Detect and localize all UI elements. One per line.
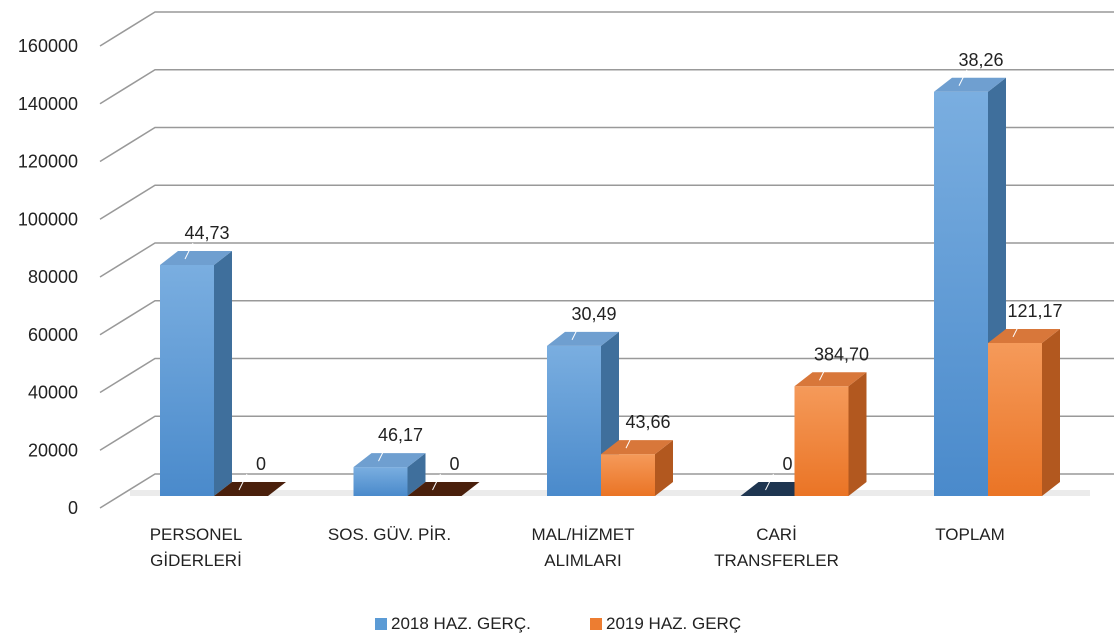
data-label: 0: [256, 454, 266, 474]
bar-face: [214, 482, 286, 496]
bar-face: [601, 440, 673, 455]
bar: [988, 328, 1060, 496]
bar: [794, 372, 867, 496]
grid-line: [99, 184, 1114, 220]
leader-line: [432, 473, 441, 491]
bar-face: [794, 372, 867, 387]
data-label: 0: [449, 454, 459, 474]
leader-line: [765, 473, 774, 491]
grid-line: [99, 357, 1114, 394]
bar: [601, 440, 673, 496]
leader-line: [819, 364, 828, 381]
bar-face: [988, 342, 1042, 496]
bar: [407, 482, 480, 496]
bar-face: [407, 453, 426, 496]
grid-line: [99, 126, 1114, 163]
x-tick-label: MAL/HİZMET ALIMLARI: [531, 525, 635, 570]
grid-line: [99, 242, 1114, 278]
bar-face: [934, 91, 988, 496]
bar-face: [214, 251, 232, 496]
x-tick-label: CARİ TRANSFERLER: [714, 525, 839, 570]
legend-swatch: [375, 618, 387, 630]
bar: [214, 482, 286, 496]
leader-line: [1012, 320, 1022, 338]
leader-line: [378, 444, 387, 462]
data-label: 384,70: [814, 344, 869, 364]
bar-face: [934, 77, 1006, 92]
leader-line: [238, 473, 248, 491]
legend-label: 2019 HAZ. GERÇ: [606, 614, 742, 633]
legend-label: 2018 HAZ. GERÇ.: [391, 614, 531, 633]
bar-face: [547, 331, 619, 346]
legend-item: 2019 HAZ. GERÇ: [590, 614, 741, 634]
bar-face: [794, 386, 849, 496]
bar-face: [1042, 328, 1060, 496]
bar-face: [655, 440, 673, 496]
x-tick-label: TOPLAM: [935, 525, 1005, 544]
y-tick-label: 40000: [28, 383, 78, 403]
leader-line: [571, 323, 581, 341]
legend-swatch: [590, 618, 602, 630]
y-tick-label: 60000: [28, 325, 78, 345]
grid-line: [99, 415, 1114, 451]
bar: [160, 251, 232, 496]
leader-line: [184, 242, 194, 260]
bar-face: [848, 372, 867, 496]
y-tick-label: 100000: [18, 209, 78, 229]
bar-face: [547, 345, 601, 496]
x-tick-label: SOS. GÜV. PİR.: [327, 525, 452, 544]
data-label: 38,26: [958, 50, 1003, 70]
grid-line: [99, 69, 1114, 105]
x-tick-label: PERSONEL GİDERLERİ: [149, 525, 243, 570]
data-label: 121,17: [1007, 301, 1062, 321]
y-tick-label: 80000: [28, 267, 78, 287]
grid-line: [99, 300, 1114, 336]
grid-line: [99, 11, 1114, 47]
y-tick-label: 0: [68, 498, 78, 518]
bar-face: [407, 482, 480, 496]
legend-item: 2018 HAZ. GERÇ.: [375, 614, 531, 634]
y-tick-label: 160000: [18, 36, 78, 56]
leader-line: [958, 69, 968, 86]
y-tick-label: 120000: [18, 152, 78, 172]
grid-line: [99, 473, 1114, 509]
bar-face: [160, 251, 232, 265]
bar-face: [160, 265, 214, 496]
data-label: 46,17: [378, 425, 423, 445]
leader-line: [625, 431, 635, 449]
data-label: 30,49: [571, 304, 616, 324]
bar-face: [988, 328, 1060, 343]
bar-face: [353, 467, 408, 496]
y-tick-label: 20000: [28, 440, 78, 460]
bar-face: [601, 454, 655, 496]
data-label: 43,66: [625, 412, 670, 432]
data-label: 44,73: [184, 223, 229, 243]
bar: [353, 453, 426, 496]
bar-face: [353, 453, 426, 468]
data-label: 0: [782, 454, 792, 474]
y-tick-label: 140000: [18, 94, 78, 114]
